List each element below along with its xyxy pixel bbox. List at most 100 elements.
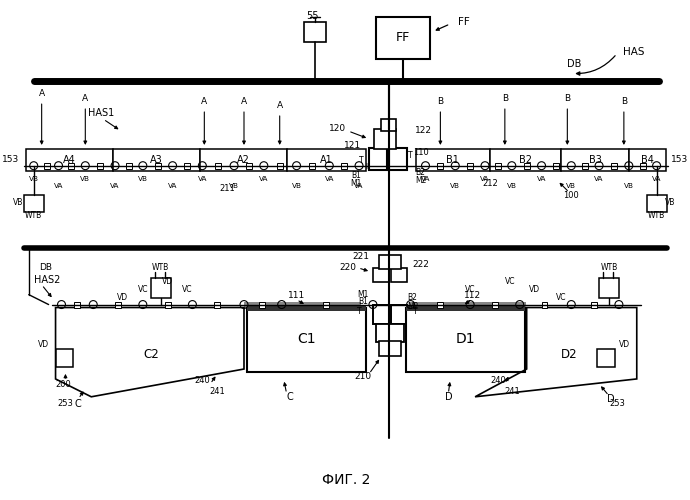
Text: DB: DB — [567, 58, 582, 68]
Bar — [597, 349, 615, 367]
Text: VB: VB — [29, 176, 39, 182]
Bar — [629, 149, 666, 171]
Text: VB: VB — [12, 198, 23, 207]
Text: VD: VD — [529, 285, 540, 294]
Text: WTB: WTB — [152, 264, 169, 272]
Text: 200: 200 — [56, 380, 71, 390]
Bar — [467, 162, 473, 168]
Bar — [553, 162, 560, 168]
Bar — [415, 149, 490, 171]
Text: 211: 211 — [219, 184, 235, 193]
Text: VB: VB — [229, 182, 239, 188]
Bar — [56, 349, 73, 367]
Bar — [647, 196, 667, 212]
Text: B4: B4 — [641, 154, 653, 164]
Text: D: D — [607, 394, 615, 404]
Bar — [373, 268, 388, 281]
Text: VA: VA — [354, 182, 364, 188]
Bar — [246, 162, 252, 168]
Bar — [495, 162, 501, 168]
Bar — [406, 308, 524, 372]
Bar — [437, 162, 444, 168]
Text: B1: B1 — [358, 297, 368, 306]
Bar — [391, 268, 406, 281]
Text: 241: 241 — [209, 388, 225, 396]
Text: C2: C2 — [143, 348, 159, 360]
Text: 210: 210 — [355, 372, 372, 382]
Bar — [151, 278, 170, 297]
Text: VA: VA — [594, 176, 604, 182]
Text: 112: 112 — [464, 291, 481, 300]
Text: VA: VA — [537, 176, 546, 182]
Text: VC: VC — [137, 285, 148, 294]
Bar — [406, 304, 524, 310]
Text: VA: VA — [197, 176, 207, 182]
Bar — [415, 162, 666, 168]
Text: C: C — [286, 392, 293, 402]
Text: VC: VC — [504, 277, 515, 286]
Text: VD: VD — [619, 340, 630, 348]
Bar — [381, 119, 396, 131]
Text: A4: A4 — [63, 154, 76, 164]
Bar — [492, 302, 498, 308]
Text: T: T — [359, 156, 364, 165]
Text: 122: 122 — [415, 126, 431, 136]
Text: M1: M1 — [357, 290, 368, 299]
Text: D: D — [444, 392, 452, 402]
Bar — [68, 162, 75, 168]
Text: VB: VB — [138, 176, 148, 182]
Text: 212: 212 — [482, 179, 498, 188]
Text: 121: 121 — [344, 142, 361, 150]
Text: VC: VC — [465, 285, 475, 294]
Bar — [304, 22, 326, 42]
Text: 55: 55 — [306, 11, 319, 21]
Bar — [341, 162, 347, 168]
Text: VB: VB — [506, 182, 517, 188]
Text: A2: A2 — [237, 154, 250, 164]
Bar — [113, 149, 200, 171]
Bar — [165, 302, 170, 308]
Bar — [200, 149, 286, 171]
Text: B: B — [437, 96, 444, 106]
Bar — [376, 324, 404, 342]
Text: ФИГ. 2: ФИГ. 2 — [322, 473, 371, 487]
Text: B2: B2 — [415, 168, 426, 177]
Text: VA: VA — [168, 182, 177, 188]
Text: M2: M2 — [407, 302, 418, 311]
Text: A: A — [82, 94, 88, 103]
Text: VC: VC — [182, 285, 193, 294]
Text: 220: 220 — [339, 264, 356, 272]
Bar — [369, 148, 387, 170]
Text: DB: DB — [39, 264, 52, 272]
Bar — [247, 304, 366, 310]
Text: VB: VB — [566, 182, 576, 188]
Text: A: A — [277, 100, 283, 110]
Text: VA: VA — [54, 182, 63, 188]
Text: B1: B1 — [351, 171, 361, 180]
Text: VB: VB — [665, 198, 676, 207]
Text: VD: VD — [162, 277, 173, 286]
Bar — [379, 255, 401, 269]
Text: 240: 240 — [195, 376, 210, 386]
Bar — [437, 302, 444, 308]
Bar — [286, 149, 366, 171]
Text: C: C — [75, 398, 81, 408]
Text: A: A — [201, 96, 208, 106]
Text: WTB: WTB — [600, 264, 618, 272]
Bar — [591, 302, 597, 308]
Text: A: A — [241, 96, 247, 106]
Text: HAS: HAS — [623, 46, 644, 56]
Bar — [244, 302, 361, 308]
Text: D1: D1 — [455, 332, 475, 346]
Bar — [75, 302, 80, 308]
Bar — [155, 162, 161, 168]
Bar — [379, 341, 401, 356]
Text: 241: 241 — [504, 388, 520, 396]
Text: 253: 253 — [609, 399, 625, 408]
Text: T: T — [408, 152, 413, 160]
Text: B3: B3 — [589, 154, 602, 164]
Text: T: T — [357, 307, 362, 316]
Text: B1: B1 — [446, 154, 460, 164]
Bar — [599, 278, 619, 297]
Bar — [490, 149, 562, 171]
